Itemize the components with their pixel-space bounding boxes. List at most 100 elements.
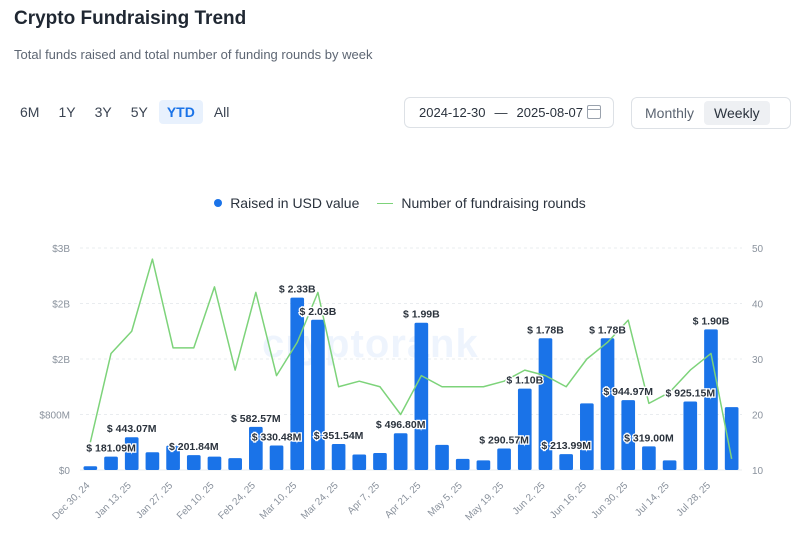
data-label: $ 944.97M	[603, 386, 653, 398]
data-label: $ 1.90B	[693, 315, 730, 327]
bar	[580, 403, 594, 470]
data-label: $ 213.99M	[541, 440, 591, 452]
chart-legend: Raised in USD value Number of fundraisin…	[0, 195, 800, 211]
bar	[435, 444, 449, 470]
date-range-separator: —	[494, 105, 508, 120]
legend-label-rounds: Number of fundraising rounds	[401, 195, 586, 211]
period-monthly[interactable]: Monthly	[645, 105, 695, 121]
bar	[662, 460, 677, 470]
bar	[186, 455, 201, 470]
data-label: $ 443.07M	[107, 423, 157, 435]
legend-item-rounds[interactable]: Number of fundraising rounds	[377, 195, 586, 211]
x-tick-label: May 5, 25	[426, 480, 465, 519]
y-left-tick-label: $800M	[39, 411, 70, 422]
bar	[249, 426, 263, 470]
y-right-tick-label: 20	[752, 411, 764, 422]
x-tick-label: Feb 24, 25	[216, 480, 258, 522]
range-all[interactable]: All	[213, 104, 230, 120]
data-label: $ 201.84M	[169, 441, 219, 453]
date-range-end: 2025-08-07	[516, 105, 584, 120]
bar	[373, 452, 387, 470]
y-left-tick-label: $2B	[52, 300, 70, 311]
y-right-tick-label: 40	[752, 300, 764, 311]
bar	[455, 458, 470, 470]
bar	[166, 445, 180, 470]
legend-item-raised[interactable]: Raised in USD value	[214, 195, 359, 211]
bar	[724, 407, 739, 470]
x-tick-label: Jun 2, 25	[511, 480, 548, 517]
date-range-start: 2024-12-30	[419, 105, 486, 120]
data-label: $ 2.33B	[279, 284, 316, 296]
data-label: $ 1.78B	[589, 324, 626, 336]
legend-dot-icon	[214, 199, 223, 207]
x-tick-label: Jan 13, 25	[93, 480, 134, 521]
bar	[145, 452, 160, 470]
bar	[476, 460, 491, 470]
bar	[414, 322, 429, 470]
period-toggle: Monthly Weekly	[631, 97, 791, 129]
bar	[393, 433, 408, 470]
y-right-tick-label: 30	[752, 355, 764, 366]
rounds-line	[89, 258, 733, 460]
bar	[683, 401, 698, 470]
bar	[559, 454, 573, 470]
range-ytd[interactable]: YTD	[158, 100, 203, 124]
bar	[497, 448, 511, 470]
bar	[704, 329, 718, 470]
data-label: $ 351.54M	[314, 430, 364, 442]
bar	[621, 400, 636, 470]
x-tick-label: Jun 30, 25	[590, 480, 631, 521]
period-weekly[interactable]: Weekly	[704, 101, 770, 125]
data-label: $ 582.57M	[231, 413, 281, 425]
data-label: $ 319.00M	[624, 432, 674, 444]
x-tick-label: Apr 21, 25	[383, 480, 424, 521]
bar	[104, 456, 118, 470]
y-left-tick-label: $0	[59, 466, 71, 477]
x-tick-label: Feb 10, 25	[175, 480, 217, 522]
x-tick-label: Jun 16, 25	[548, 480, 589, 521]
x-tick-label: Jan 27, 25	[134, 480, 175, 521]
x-tick-label: Apr 7, 25	[346, 480, 383, 517]
data-label: $ 1.78B	[527, 324, 564, 336]
x-tick-label: Jul 28, 25	[675, 480, 714, 519]
data-label: $ 290.57M	[479, 434, 529, 446]
x-tick-label: May 19, 25	[463, 480, 506, 523]
y-left-tick-label: $2B	[52, 355, 70, 366]
bar	[642, 446, 656, 470]
bar	[207, 456, 222, 470]
data-label: $ 2.03B	[300, 306, 337, 318]
x-tick-label: Dec 30, 24	[50, 480, 92, 522]
data-label: $ 925.15M	[665, 388, 715, 400]
data-label: $ 496.80M	[376, 419, 426, 431]
calendar-icon[interactable]	[587, 105, 601, 119]
bar	[228, 458, 242, 470]
data-label: $ 1.10B	[506, 375, 543, 387]
page-subtitle: Total funds raised and total number of f…	[14, 47, 373, 62]
x-tick-label: Mar 24, 25	[299, 480, 341, 522]
range-selector: 6M 1Y 3Y 5Y YTD All	[12, 100, 240, 124]
bar	[352, 454, 367, 470]
page-title: Crypto Fundraising Trend	[14, 8, 247, 29]
data-label: $ 181.09M	[86, 443, 136, 455]
range-3y[interactable]: 3Y	[94, 104, 112, 120]
x-tick-label: Jul 14, 25	[633, 480, 672, 519]
bar	[538, 338, 553, 470]
legend-line-icon	[377, 202, 394, 204]
y-left-tick-label: $3B	[52, 244, 70, 255]
bar	[600, 338, 615, 470]
bar	[517, 388, 532, 470]
bar	[269, 445, 284, 470]
date-range-picker[interactable]: 2024-12-30 — 2025-08-07	[404, 97, 614, 128]
bar	[83, 466, 98, 470]
y-right-tick-label: 10	[752, 466, 764, 477]
range-6m[interactable]: 6M	[20, 104, 40, 120]
range-5y[interactable]: 5Y	[130, 104, 148, 120]
data-label: $ 330.48M	[252, 432, 302, 444]
data-label: $ 1.99B	[403, 309, 440, 321]
bar	[124, 437, 139, 470]
bar	[290, 297, 305, 470]
range-1y[interactable]: 1Y	[58, 104, 76, 120]
bar	[311, 319, 325, 470]
x-tick-label: Mar 10, 25	[258, 480, 300, 522]
